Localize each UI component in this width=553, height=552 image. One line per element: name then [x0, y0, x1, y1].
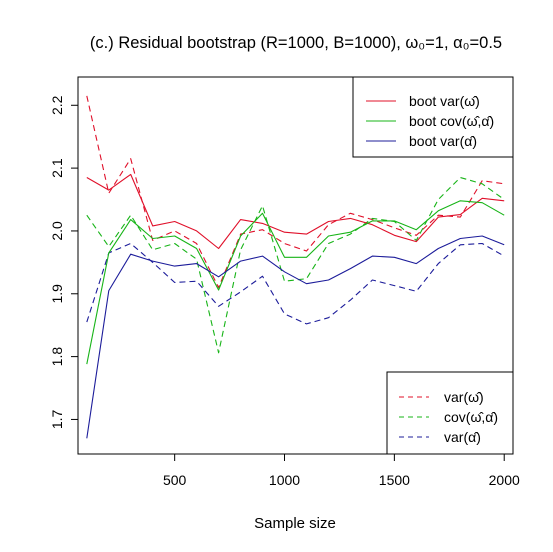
legend-bottom: var(ω̂) cov(ω̂,α̂) var(α̂) [386, 371, 514, 455]
legend-top-box [352, 76, 514, 158]
legend-top: boot var(ω̂) boot cov(ω̂,α̂) boot var(α̂… [352, 76, 514, 158]
y-tick-label: 1.8 [49, 347, 65, 367]
legend-bottom-box [386, 371, 514, 455]
x-tick-label: 1000 [269, 472, 300, 488]
x-axis: 500 1000 1500 2000 [163, 454, 520, 488]
series-layer [86, 95, 505, 439]
y-tick-label: 2.0 [49, 221, 65, 241]
series-line-dashed [86, 95, 505, 289]
legend-label-boot-cov: boot cov(ω̂,α̂) [409, 113, 494, 129]
series-line-solid [86, 173, 505, 250]
x-tick-label: 1500 [379, 472, 410, 488]
legend-label-boot-var-omega: boot var(ω̂) [409, 93, 480, 109]
x-axis-label: Sample size [254, 515, 336, 532]
series-line-dashed [86, 242, 505, 325]
plot-frame [77, 76, 514, 455]
y-tick-label: 2.1 [49, 158, 65, 178]
x-tick-label: 2000 [489, 472, 520, 488]
legend-label-var-omega: var(ω̂) [444, 389, 484, 405]
y-tick-label: 1.9 [49, 284, 65, 304]
legend-label-boot-var-alpha: boot var(α̂) [409, 133, 477, 149]
y-tick-label: 2.2 [49, 95, 65, 115]
series-line-dashed [86, 176, 505, 354]
legend-label-cov: cov(ω̂,α̂) [444, 409, 498, 425]
x-tick-label: 500 [163, 472, 187, 488]
chart-title: (c.) Residual bootstrap (R=1000, B=1000)… [90, 34, 502, 52]
y-tick-label: 1.7 [49, 410, 65, 430]
legend-label-var-alpha: var(α̂) [444, 429, 481, 445]
series-line-solid [86, 200, 505, 365]
y-axis: 1.7 1.8 1.9 2.0 2.1 2.2 [49, 95, 78, 429]
series-line-solid [86, 235, 505, 439]
